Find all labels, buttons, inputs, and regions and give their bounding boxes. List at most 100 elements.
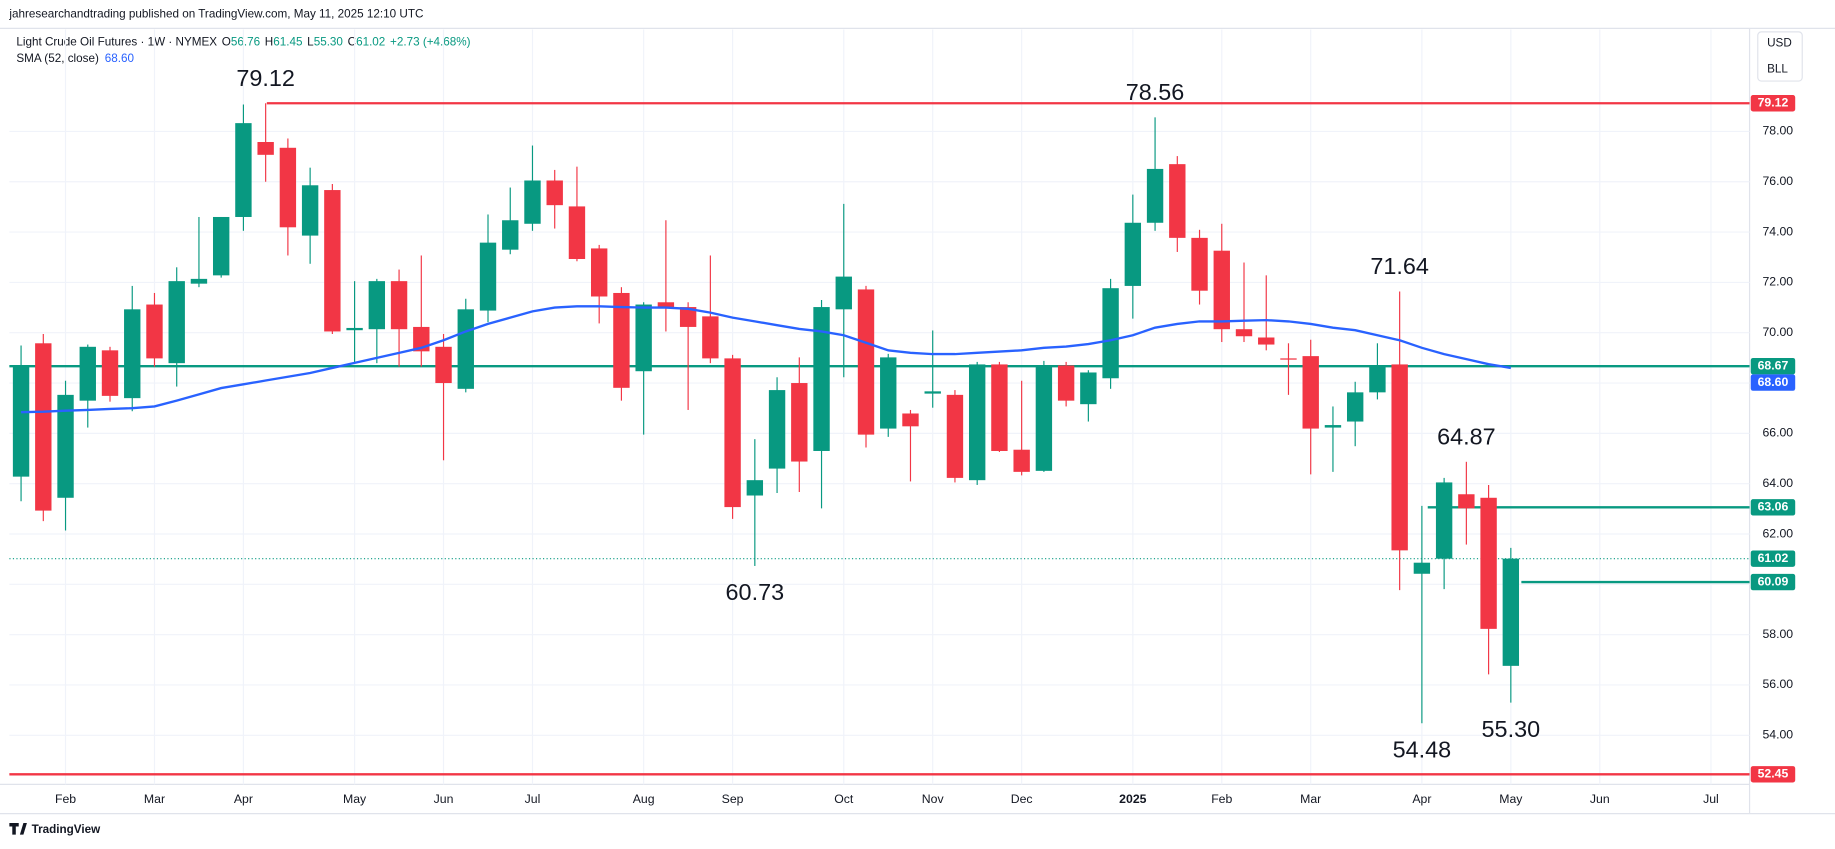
level-tag	[1750, 374, 1796, 391]
candle-body	[1080, 372, 1097, 405]
candle-body	[1235, 329, 1253, 337]
x-tick-label: Dec	[1011, 792, 1033, 806]
candle-body	[1057, 365, 1075, 401]
x-tick-label: May	[1499, 792, 1523, 806]
candle-body	[1413, 562, 1431, 574]
candle-body	[568, 206, 586, 259]
candle-body	[435, 346, 452, 384]
legend-item: H	[265, 35, 273, 48]
legend-item: 61.45	[273, 35, 303, 48]
y-tick-label: 54.00	[1762, 728, 1793, 742]
legend-item: 56.76	[231, 35, 260, 48]
x-tick-label: Feb	[55, 792, 76, 806]
sma-line	[21, 305, 1512, 414]
level-tag	[1750, 550, 1796, 567]
legend: Light Crude Oil Futures · 1W · NYMEX O56.…	[16, 35, 470, 48]
legend-item: L	[307, 35, 314, 48]
candle-body	[902, 413, 919, 427]
sma-name: SMA (52, close)	[16, 52, 99, 65]
x-tick-label: Sep	[722, 792, 744, 806]
candle-body	[1435, 482, 1453, 559]
x-tick-label: Apr	[234, 792, 253, 806]
candle-body	[702, 316, 719, 359]
candle-body	[1391, 364, 1408, 551]
x-tick-label: Oct	[834, 792, 854, 806]
candle-body	[524, 180, 541, 224]
candle-body	[768, 390, 786, 469]
candle-body	[1191, 237, 1208, 291]
x-tick-label: Mar	[144, 792, 165, 806]
level-tag	[1750, 766, 1796, 783]
annotation: 60.73	[726, 579, 785, 605]
candle-body	[1258, 337, 1275, 345]
candle-body	[857, 289, 875, 435]
candle-body	[190, 278, 208, 284]
annotation: 78.56	[1126, 79, 1185, 105]
level-tag	[1750, 499, 1796, 516]
candle-body	[1369, 365, 1386, 393]
candle-body	[991, 364, 1008, 451]
candle-body	[880, 357, 897, 429]
y-tick-label: 78.00	[1762, 124, 1793, 138]
candle-body	[635, 304, 652, 372]
level-tag-label: 79.12	[1758, 96, 1789, 110]
candle-body	[835, 276, 852, 310]
candle-body	[101, 350, 119, 396]
sma-legend: SMA (52, close) 68.60	[16, 52, 134, 65]
candle-body	[546, 180, 563, 206]
y-tick-label: 66.00	[1762, 426, 1793, 440]
candle-body	[1502, 558, 1520, 666]
level-tag	[1750, 95, 1796, 112]
logo-icon	[9, 822, 27, 835]
x-tick-label: Mar	[1300, 792, 1321, 806]
candle-body	[57, 394, 74, 498]
y-tick-label: 64.00	[1762, 476, 1793, 490]
level-tag	[1750, 357, 1796, 375]
annotation: 55.30	[1482, 716, 1541, 742]
candle-body	[124, 309, 141, 399]
y-tick-label: 72.00	[1762, 275, 1793, 289]
candle-body	[212, 216, 230, 276]
x-tick-label: Jun	[1590, 792, 1610, 806]
x-tick-label: Jul	[1703, 792, 1719, 806]
x-tick-label: Apr	[1412, 792, 1431, 806]
candle-body	[1013, 449, 1030, 472]
legend-item: 55.30	[314, 35, 344, 48]
candle-body	[946, 394, 964, 478]
level-tag-label: 68.67	[1758, 358, 1789, 372]
candle-body	[479, 242, 497, 311]
candle-body	[1346, 392, 1364, 422]
level-tag	[1750, 573, 1796, 591]
candle-body	[346, 327, 363, 331]
currency-box[interactable]	[1757, 31, 1803, 82]
x-tick-label: Jun	[434, 792, 454, 806]
candle-body	[79, 346, 96, 401]
y-tick-label: 74.00	[1762, 224, 1793, 238]
candle-body	[1035, 365, 1053, 471]
header: jahresearchandtrading published on Tradi…	[8, 7, 423, 20]
legend-item: Light Crude Oil Futures · 1W · NYMEX	[16, 35, 217, 48]
candle-body	[1213, 250, 1230, 330]
x-tick-label: May	[343, 792, 367, 806]
candle-body	[1102, 288, 1119, 379]
candle-body	[279, 147, 297, 228]
candle-body	[324, 190, 341, 332]
candle-body	[791, 383, 808, 462]
candle-body	[1480, 497, 1497, 629]
x-tick-label: Aug	[633, 792, 655, 806]
x-tick-label: Feb	[1211, 792, 1232, 806]
annotation: 79.12	[236, 65, 295, 91]
candle-body	[1169, 164, 1186, 238]
candle-body	[746, 480, 764, 496]
candle-body	[12, 365, 30, 477]
y-tick-label: 62.00	[1762, 526, 1793, 540]
legend-item: +2.73 (+4.68%)	[390, 35, 471, 48]
candle-body	[1124, 222, 1142, 286]
annotation: 71.64	[1370, 253, 1429, 279]
legend-item: 61.02	[356, 35, 385, 48]
unit: BLL	[1767, 62, 1788, 75]
candle-body	[301, 185, 319, 236]
candle-body	[1324, 425, 1342, 428]
x-tick-label: Nov	[922, 792, 945, 806]
